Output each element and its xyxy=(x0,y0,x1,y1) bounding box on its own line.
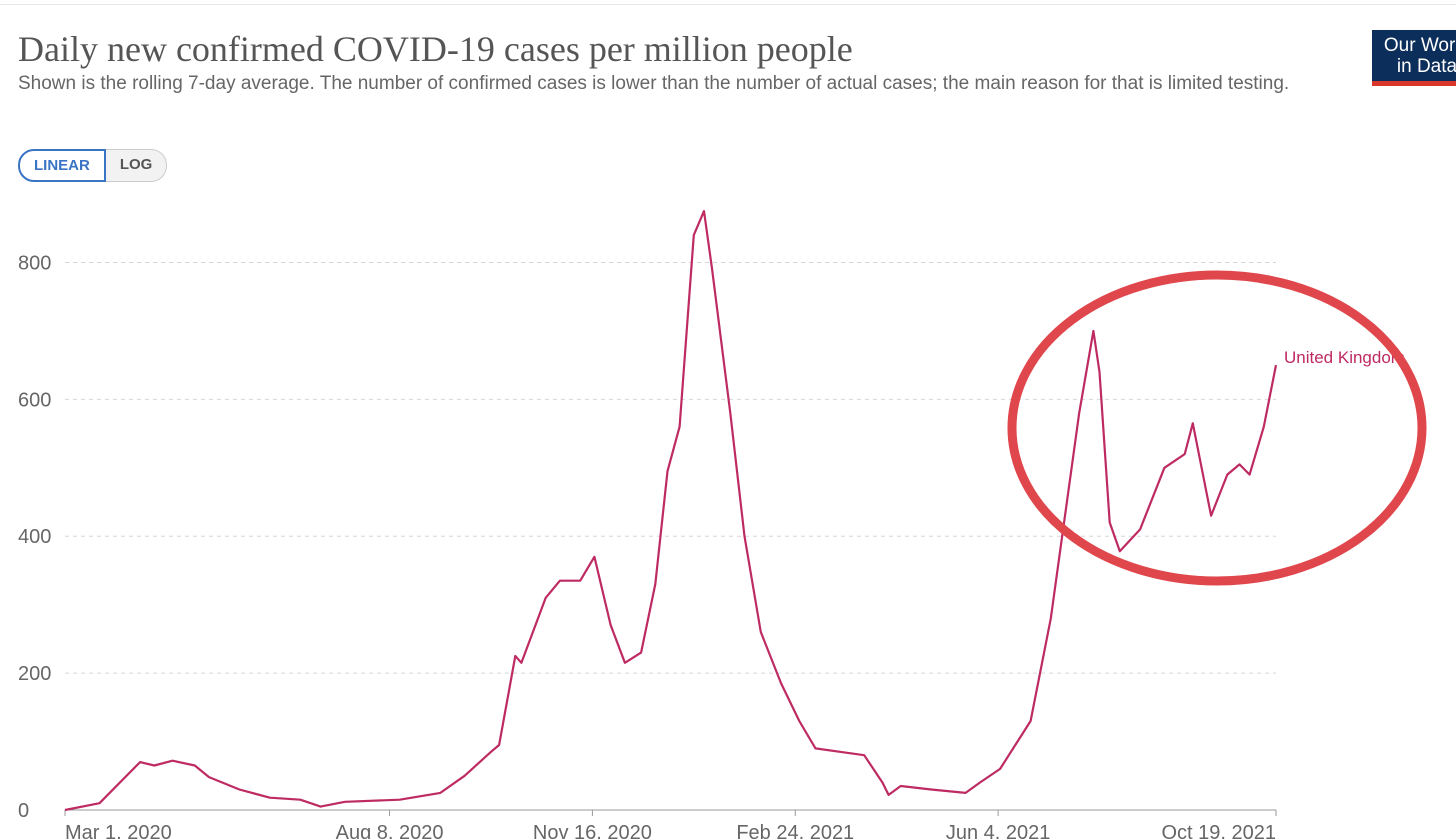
logo-line: in Data xyxy=(1396,56,1456,77)
x-tick-label: Jun 4, 2021 xyxy=(946,822,1051,839)
x-tick-label: Oct 19, 2021 xyxy=(1161,822,1276,839)
logo-line: Our World xyxy=(1383,35,1456,56)
series-label: United Kingdom xyxy=(1284,348,1405,367)
x-tick-label: Feb 24, 2021 xyxy=(736,822,854,839)
y-tick-label: 400 xyxy=(18,526,51,548)
x-tick-label: Aug 8, 2020 xyxy=(336,822,444,839)
logo[interactable]: Our World in Data xyxy=(1372,30,1456,86)
chart-title: Daily new confirmed COVID-19 cases per m… xyxy=(18,29,853,69)
x-tick-label: Nov 16, 2020 xyxy=(533,822,652,839)
chart-subtitle: Shown is the rolling 7-day average. The … xyxy=(18,73,1290,94)
y-tick-label: 0 xyxy=(18,800,29,822)
y-tick-label: 800 xyxy=(18,252,51,274)
scale-toggle: LINEAR LOG xyxy=(18,149,168,182)
data-line xyxy=(64,210,1278,812)
linear-button[interactable]: LINEAR xyxy=(18,149,106,182)
top-border xyxy=(0,4,1456,5)
log-button[interactable]: LOG xyxy=(105,149,168,182)
y-tick-label: 600 xyxy=(18,389,51,411)
x-tick-label: Mar 1, 2020 xyxy=(65,822,172,839)
y-tick-label: 200 xyxy=(18,663,51,685)
highlight-circle xyxy=(1007,270,1427,586)
